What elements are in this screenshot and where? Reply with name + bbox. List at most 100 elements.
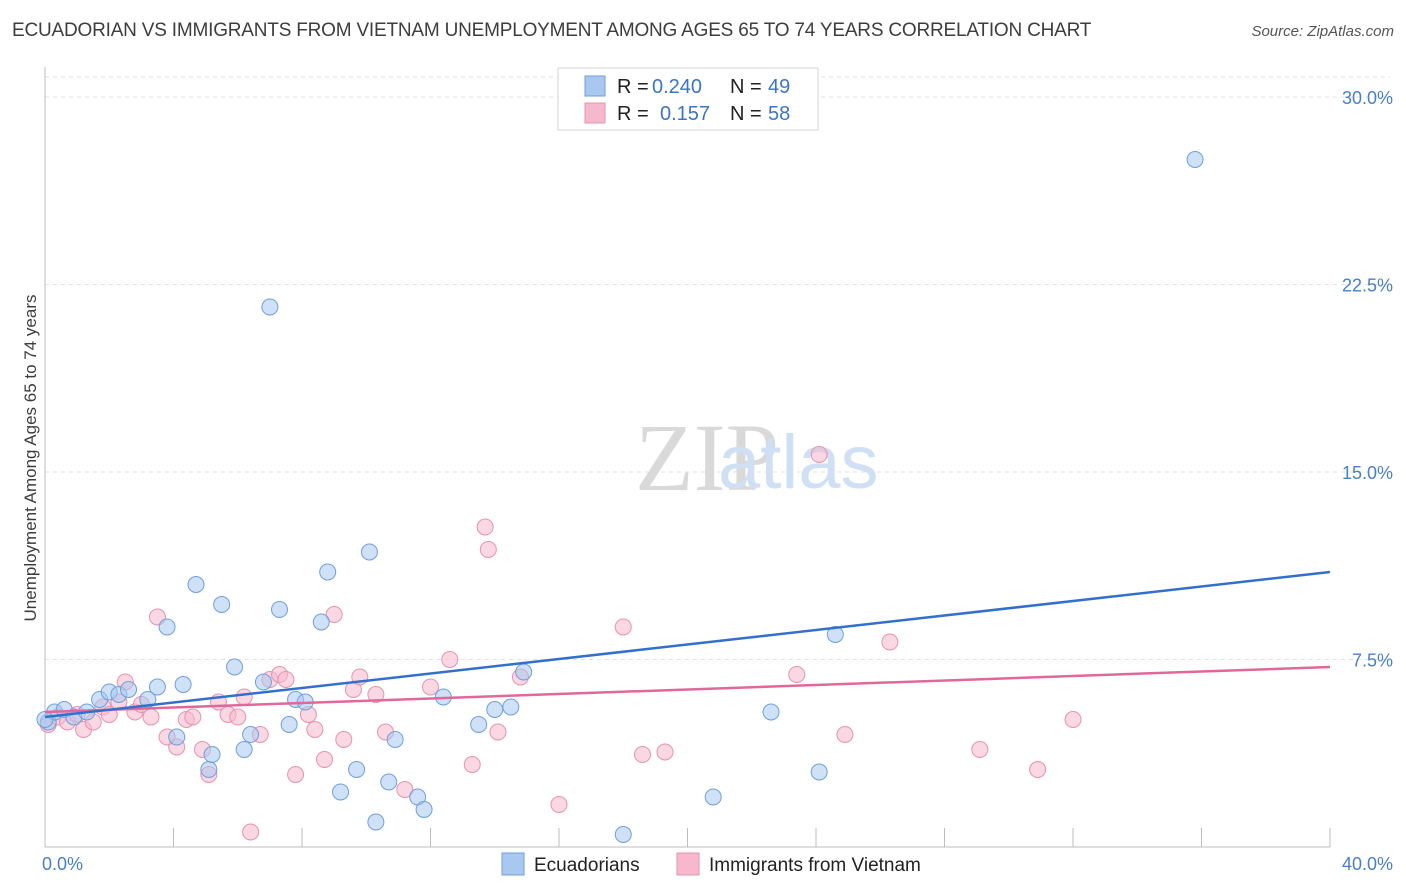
data-point-ecuadorians [360,543,378,561]
data-point-vietnam [422,678,439,696]
data-point-ecuadorians [280,716,298,733]
data-point-ecuadorians [386,731,404,748]
data-point-vietnam [1029,761,1047,778]
data-point-ecuadorians [380,773,398,791]
legend-n-label-1: N = [730,76,762,98]
data-point-ecuadorians [36,711,54,728]
data-point-ecuadorians [502,698,520,716]
data-point-vietnam [184,708,202,726]
data-point-ecuadorians [470,716,488,733]
data-point-vietnam [315,751,333,768]
legend-n-value-1: 49 [768,76,790,98]
data-point-vietnam [306,721,324,738]
data-point-ecuadorians [235,741,253,758]
data-point-vietnam [881,633,899,651]
legend-swatch-vietnam [584,102,606,124]
data-point-vietnam [656,743,674,761]
data-point-vietnam [788,666,806,683]
data-point-vietnam [1064,711,1082,728]
data-point-ecuadorians [242,726,260,743]
data-point-ecuadorians [515,663,533,681]
x-tick-label-max: 40.0% [1342,854,1393,874]
legend-r-value-2: 0.157 [660,103,710,125]
data-point-ecuadorians [486,701,504,718]
legend-swatch-ecuadorians [584,75,606,97]
data-point-ecuadorians [762,703,780,721]
data-point-vietnam [325,606,343,623]
trend-line-vietnam [44,665,1331,714]
data-point-ecuadorians [348,761,366,778]
data-point-vietnam [634,746,652,763]
data-point-vietnam [550,796,568,813]
trend-lines [44,570,1331,719]
watermark-zip: ZIP [635,404,779,511]
watermark-atlas: atlas [718,420,879,505]
data-point-vietnam [441,651,459,668]
data-point-ecuadorians [226,658,244,676]
data-point-vietnam [235,688,253,706]
data-point-ecuadorians [367,813,385,831]
data-point-ecuadorians [415,801,433,818]
data-point-ecuadorians [174,676,192,693]
data-point-vietnam [479,541,497,558]
data-point-ecuadorians [148,678,166,696]
y-tick-label: 7.5% [1352,651,1393,671]
data-point-ecuadorians [826,626,844,643]
data-point-ecuadorians [203,746,221,763]
data-point-ecuadorians [810,763,828,781]
data-point-ecuadorians [158,618,176,636]
data-point-ecuadorians [332,783,350,801]
legend-r-value-1: 0.240 [652,76,702,98]
data-point-vietnam [614,618,632,636]
data-point-vietnam [489,723,507,741]
data-point-ecuadorians [168,728,186,746]
data-point-ecuadorians [213,596,231,613]
axes: 7.5% 15.0% 22.5% 30.0% 0.0% 40.0% [42,67,1393,874]
data-point-vietnam [476,518,494,536]
data-point-ecuadorians [120,681,138,698]
series-legend: Ecuadorians Immigrants from Vietnam [501,852,921,876]
data-point-ecuadorians [704,788,722,806]
bottom-legend-ecuadorians: Ecuadorians [534,855,640,876]
legend-r-label-1: R = [617,76,649,98]
source-credit: Source: ZipAtlas.com [1251,23,1394,40]
data-point-ecuadorians [614,826,632,843]
data-point-ecuadorians [1186,151,1204,168]
y-axis-label: Unemployment Among Ages 65 to 74 years [21,295,40,622]
data-point-ecuadorians [312,613,330,631]
correlation-legend: R = 0.240 N = 49 R = 0.157 N = 58 [557,67,819,131]
y-tick-label: 22.5% [1342,276,1393,296]
data-point-vietnam [242,823,260,841]
data-point-ecuadorians [187,576,205,593]
y-tick-label: 15.0% [1342,463,1393,483]
bottom-legend-swatch-vietnam [676,852,700,876]
data-point-vietnam [836,726,854,743]
data-point-vietnam [971,741,989,758]
legend-n-value-2: 58 [768,103,790,125]
data-point-vietnam [396,781,414,798]
legend-r-label-2: R = [617,103,649,125]
series-vietnam-points [39,446,1082,841]
data-point-ecuadorians [254,673,272,691]
data-point-vietnam [810,446,828,463]
watermark: ZIP atlas [635,404,879,511]
legend-n-label-2: N = [730,103,762,125]
x-tick-label-min: 0.0% [42,854,83,874]
bottom-legend-vietnam: Immigrants from Vietnam [709,855,921,876]
data-point-ecuadorians [271,601,289,618]
data-point-vietnam [287,766,305,783]
y-tick-label: 30.0% [1342,88,1393,108]
data-point-ecuadorians [261,298,279,316]
data-point-vietnam [229,708,247,726]
data-point-vietnam [367,686,385,703]
trend-line-ecuadorians [44,570,1331,719]
data-point-vietnam [335,731,353,748]
data-point-vietnam [463,756,481,773]
data-point-vietnam [142,708,160,726]
data-point-ecuadorians [319,563,337,581]
chart-title: ECUADORIAN VS IMMIGRANTS FROM VIETNAM UN… [12,20,1092,41]
data-point-ecuadorians [200,761,218,778]
data-point-vietnam [277,671,295,688]
series-ecuadorians-points [36,151,1204,843]
